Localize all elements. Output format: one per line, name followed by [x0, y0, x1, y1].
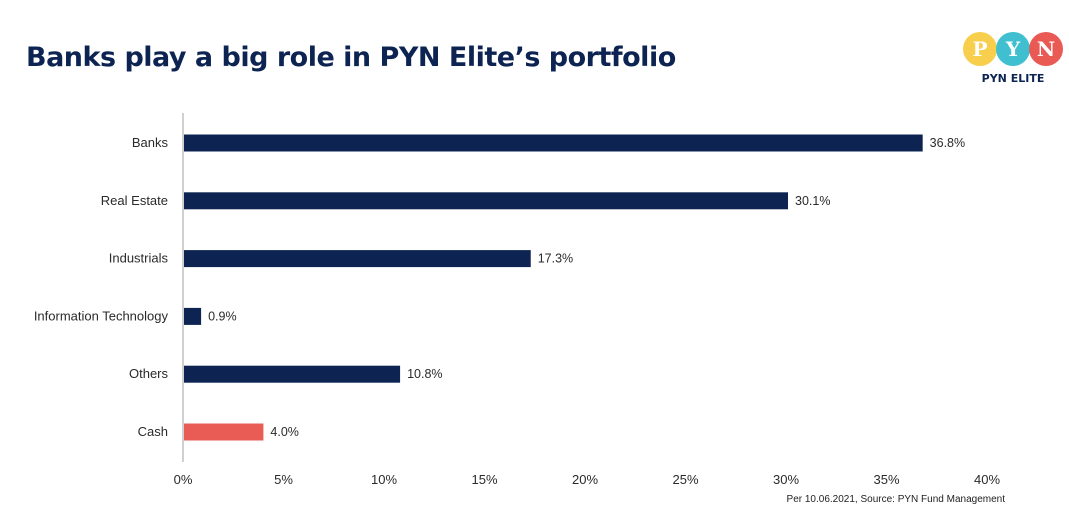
logo-circle-y: Y [996, 32, 1030, 66]
bar-real-estate [184, 192, 789, 210]
category-label: Real Estate [101, 193, 168, 208]
logo-circle-p: P [963, 32, 997, 66]
value-label: 30.1% [795, 194, 830, 208]
x-tick-label: 10% [371, 472, 397, 487]
logo-name: PYN ELITE [981, 72, 1045, 85]
x-tick-label: 0% [174, 472, 193, 487]
category-label: Information Technology [34, 308, 169, 323]
pyn-elite-logo: P Y N PYN ELITE [963, 32, 1063, 88]
bar-others [184, 365, 401, 383]
page-title: Banks play a big role in PYN Elite’s por… [26, 42, 676, 73]
bar-banks [184, 134, 923, 152]
value-label: 17.3% [538, 252, 573, 266]
category-label: Industrials [109, 251, 169, 266]
x-tick-label: 30% [773, 472, 799, 487]
value-label: 4.0% [270, 425, 299, 439]
category-label: Others [129, 366, 169, 381]
x-tick-label: 25% [672, 472, 698, 487]
category-label: Cash [138, 424, 168, 439]
value-label: 0.9% [208, 309, 237, 323]
x-tick-label: 40% [974, 472, 1000, 487]
x-tick-label: 20% [572, 472, 598, 487]
bar-information-technology [184, 307, 202, 325]
bar-cash [184, 423, 264, 441]
x-tick-label: 5% [274, 472, 293, 487]
x-tick-label: 15% [471, 472, 497, 487]
x-tick-label: 35% [873, 472, 899, 487]
value-label: 10.8% [407, 367, 442, 381]
value-label: 36.8% [930, 136, 965, 150]
category-label: Banks [132, 135, 169, 150]
source-footnote: Per 10.06.2021, Source: PYN Fund Managem… [786, 494, 1005, 505]
logo-circle-n: N [1029, 32, 1063, 66]
bar-industrials [184, 250, 531, 268]
